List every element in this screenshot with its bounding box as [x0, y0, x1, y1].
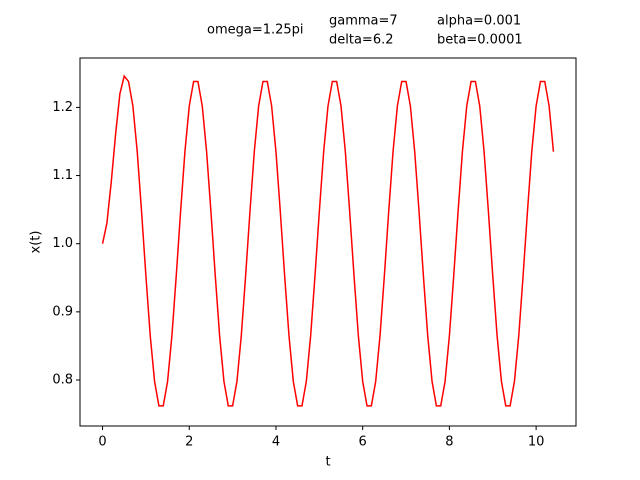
- annotation: omega=1.25pi: [207, 23, 304, 38]
- plot-frame: [79, 57, 577, 427]
- annotation: alpha=0.001: [437, 14, 521, 29]
- x-axis-label: t: [325, 455, 330, 470]
- y-tick-label: 0.9: [52, 304, 73, 319]
- y-tick-label: 1.1: [52, 168, 73, 183]
- x-tick-label: 10: [528, 435, 545, 450]
- x-tick-label: 4: [272, 435, 280, 450]
- x-tick-label: 8: [445, 435, 453, 450]
- y-tick-label: 1.0: [52, 236, 73, 251]
- x-tick-label: 6: [359, 435, 367, 450]
- annotation: beta=0.0001: [437, 33, 523, 48]
- y-axis-label: x(t): [29, 231, 44, 254]
- y-tick-label: 0.8: [52, 373, 73, 388]
- annotation: delta=6.2: [329, 33, 394, 48]
- annotation: gamma=7: [329, 14, 398, 29]
- y-tick-label: 1.2: [52, 100, 73, 115]
- line-series: [101, 74, 555, 407]
- x-tick-label: 2: [185, 435, 193, 450]
- x-tick-label: 0: [98, 435, 106, 450]
